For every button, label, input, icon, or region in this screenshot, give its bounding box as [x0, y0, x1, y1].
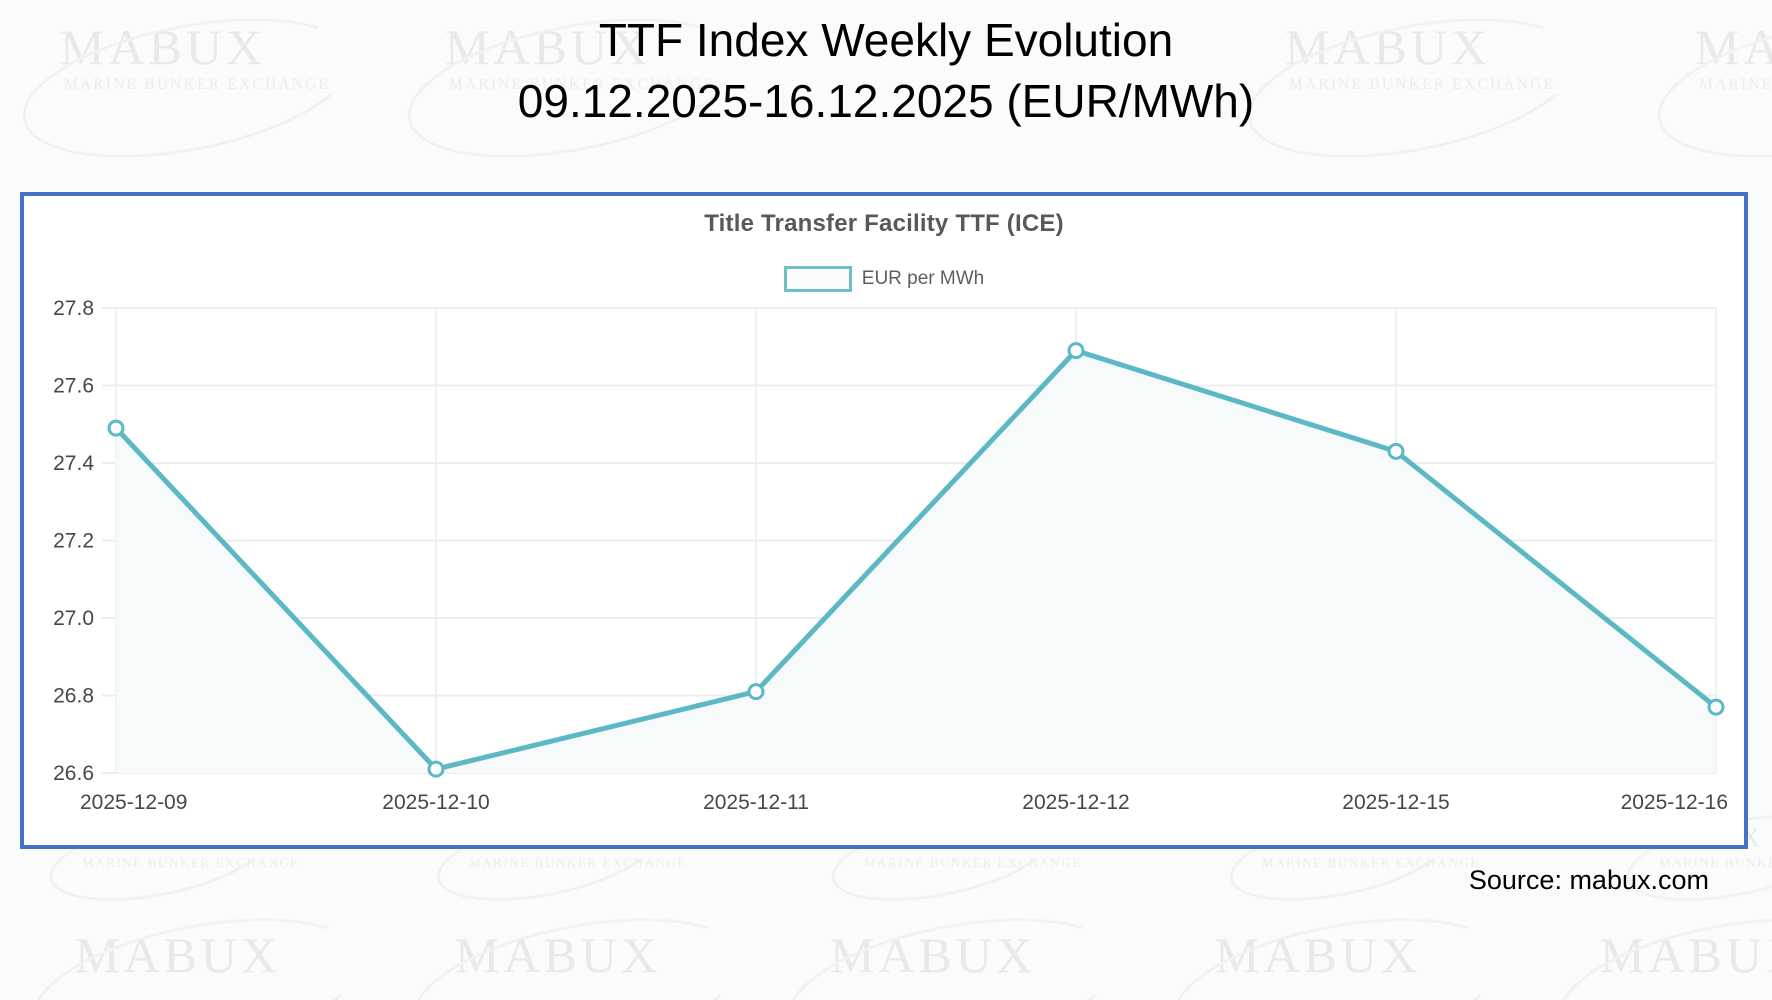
- series-markers-group: [107, 342, 1725, 778]
- series-area-fill: [116, 350, 1716, 773]
- data-point-marker[interactable]: [427, 760, 445, 778]
- chart-container: Title Transfer Facility TTF (ICE) EUR pe…: [20, 192, 1748, 849]
- x-axis-tick-label: 2025-12-10: [382, 791, 489, 814]
- legend-label-eur-per-mwh: EUR per MWh: [861, 268, 985, 289]
- data-point-marker[interactable]: [1387, 442, 1405, 460]
- x-axis-tick-label: 2025-12-16: [1621, 791, 1728, 814]
- page-title-line-1: TTF Index Weekly Evolution: [598, 14, 1174, 66]
- page-title: TTF Index Weekly Evolution 09.12.2025-16…: [0, 0, 1772, 131]
- y-axis-labels-group: 26.6 26.8 27.0 27.2 27.4 27.6 27.8: [53, 297, 94, 785]
- line-chart-svg: 26.626.827.027.227.427.627.8 2025-12-09 2…: [53, 297, 1728, 814]
- x-axis-tick-label: 2025-12-12: [1022, 791, 1129, 814]
- plot-area: 26.6 26.8 27.0 27.2 27.4 27.6 27.8 2025-12-09 2…: [24, 282, 1744, 847]
- x-axis-tick-label: 2025-12-09: [80, 791, 187, 814]
- y-axis-tick-label: 27.6: [53, 375, 94, 398]
- source-note: Source: mabux.com: [1468, 865, 1709, 895]
- y-axis-tick-label: 27.8: [53, 297, 94, 320]
- page-title-line-2: 09.12.2025-16.12.2025 (EUR/MWh): [517, 74, 1255, 127]
- y-axis-tick-label: 27.4: [53, 452, 94, 475]
- legend-swatch-eur-per-mwh[interactable]: [783, 266, 852, 292]
- series-line-eur-per-mwh: [113, 348, 1719, 772]
- chart-legend: EUR per MWh: [24, 266, 1744, 292]
- chart-title: Title Transfer Facility TTF (ICE): [704, 210, 1064, 237]
- y-axis-tick-label: 27.2: [53, 530, 94, 553]
- x-axis-labels-group: 2025-12-09 2025-12-10 2025-12-11 2025-12-12…: [80, 791, 1728, 814]
- data-point-marker[interactable]: [107, 419, 125, 437]
- y-axis-tick-label: 26.8: [53, 685, 94, 708]
- data-point-marker[interactable]: [1067, 342, 1085, 360]
- x-axis-tick-label: 2025-12-15: [1342, 791, 1449, 814]
- y-axis-tick-label: 26.6: [53, 762, 94, 785]
- data-point-marker[interactable]: [747, 683, 765, 701]
- data-point-marker[interactable]: [1707, 698, 1725, 716]
- y-axis-tick-label: 27.0: [53, 607, 94, 630]
- x-axis-tick-label: 2025-12-11: [703, 791, 809, 814]
